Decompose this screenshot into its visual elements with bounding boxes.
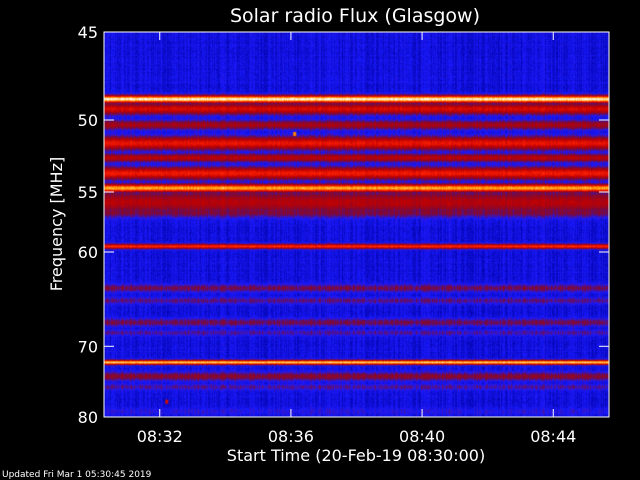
x-tick-label: 08:44 xyxy=(530,427,576,446)
y-tick-label: 60 xyxy=(78,243,98,262)
plot-frame xyxy=(103,31,610,418)
y-tick-label: 45 xyxy=(78,23,98,42)
y-tick-label: 70 xyxy=(78,337,98,356)
x-axis-title: Start Time (20-Feb-19 08:30:00) xyxy=(227,446,485,465)
x-tick-label: 08:32 xyxy=(137,427,183,446)
plot-area xyxy=(103,31,610,418)
x-tick-label: 08:40 xyxy=(399,427,445,446)
spectrogram-heatmap xyxy=(104,32,609,417)
y-tick-label: 80 xyxy=(78,408,98,427)
y-tick-label: 50 xyxy=(78,111,98,130)
y-axis-title: Frequency [MHz] xyxy=(47,157,66,291)
update-timestamp: Updated Fri Mar 1 05:30:45 2019 xyxy=(2,470,152,480)
y-axis: 45 50 55 60 70 80 xyxy=(78,23,609,427)
y-tick-label: 55 xyxy=(78,183,98,202)
x-axis: 08:32 08:36 08:40 08:44 xyxy=(137,32,576,446)
x-tick-label: 08:36 xyxy=(268,427,314,446)
chart-title: Solar radio Flux (Glasgow) xyxy=(230,5,480,27)
